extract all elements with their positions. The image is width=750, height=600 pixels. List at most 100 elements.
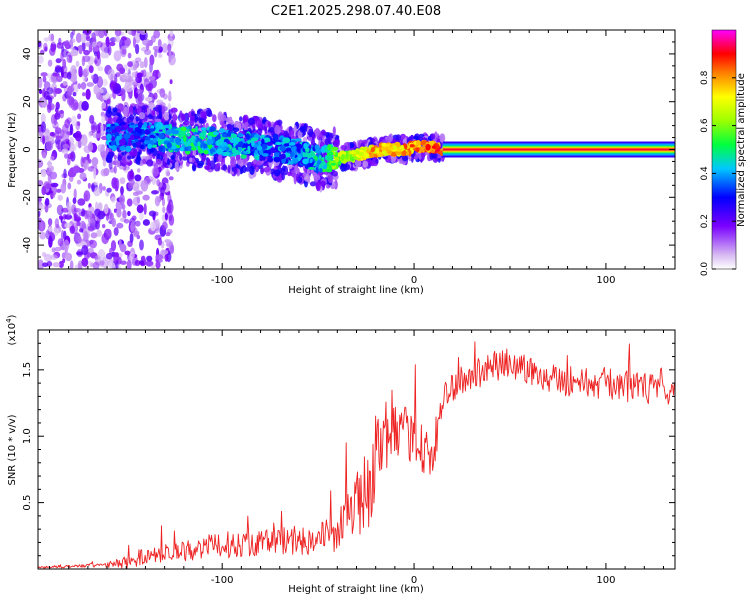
spectrogram-cell — [113, 252, 119, 258]
spectrogram-cell — [226, 123, 233, 132]
spectrogram-cell — [117, 155, 122, 161]
colorbar-label: Normalized spectral amplitude — [736, 73, 747, 227]
spectrogram-cell — [136, 72, 143, 79]
spectrogram-cell — [255, 166, 259, 171]
spectrogram-cell — [126, 259, 132, 269]
spectrogram-cell — [191, 111, 195, 117]
spectrogram-cell — [340, 145, 346, 150]
spectrogram-cell — [431, 152, 438, 159]
spectrogram-cell — [147, 143, 153, 149]
colorbar-tick-label: 0.2 — [700, 214, 710, 228]
spectrogram-cell — [126, 198, 133, 207]
spectrogram-cell — [119, 243, 127, 253]
spectrogram-cell — [150, 125, 155, 130]
spectrogram-cell — [168, 90, 172, 100]
spectrogram-cell — [124, 250, 131, 256]
spectrogram-cell — [136, 234, 141, 240]
spectrogram-cell — [149, 128, 155, 132]
spectrogram-cell — [41, 252, 47, 257]
spectrogram-cell — [315, 167, 319, 174]
spectrogram-cell — [80, 82, 87, 90]
spectrogram-cell — [78, 65, 83, 78]
colorbar-tick-label: 0.6 — [700, 118, 710, 133]
spectrogram-cell — [206, 159, 211, 165]
spectrogram-cell — [105, 252, 113, 260]
spectrogram-cell — [38, 159, 44, 168]
spectrogram-cell — [330, 183, 335, 190]
spectrogram-cell — [332, 126, 336, 136]
spectrogram-cell — [56, 42, 64, 49]
spectrogram-cell — [137, 128, 143, 134]
spectrogram-cell — [165, 130, 172, 135]
spectrogram-cell — [142, 158, 147, 165]
spectrogram-cell — [82, 68, 89, 78]
spectrogram-cell — [154, 195, 161, 207]
spectrogram-cell — [158, 53, 163, 58]
spectrogram-cell — [146, 159, 154, 167]
spectrogram-cell — [415, 147, 420, 153]
spectrogram-cell — [223, 151, 230, 156]
spectrogram-cell — [138, 92, 143, 105]
spectrogram-cell — [129, 107, 134, 117]
spectrogram-cell — [46, 102, 52, 114]
spectrogram-cell — [257, 127, 263, 135]
spectrogram-cell — [109, 80, 117, 91]
spectrogram-cell — [138, 260, 144, 265]
spectrogram-cell — [156, 121, 164, 129]
spectrogram-cell — [267, 121, 272, 128]
spectrogram-cell — [129, 251, 135, 260]
spectrogram-cell — [52, 72, 60, 77]
spectrogram-cell — [61, 252, 66, 259]
spectrogram-cell — [163, 124, 171, 129]
spectrogram-cell — [345, 152, 349, 160]
spectrogram-cell — [329, 132, 334, 139]
spectrogram-cell — [77, 83, 82, 90]
spectrogram-cell — [219, 114, 227, 122]
spectrogram-cell — [238, 141, 244, 148]
spectrogram-cell — [260, 167, 264, 175]
spectrogram-cell — [209, 126, 216, 133]
spectrogram-cell — [254, 149, 259, 155]
spectrogram-cell — [239, 116, 243, 122]
spectrogram-cell — [109, 41, 116, 47]
spectrogram-cell — [168, 50, 172, 63]
spectrogram-cell — [237, 159, 242, 165]
spectrogram-cell — [151, 110, 156, 115]
spectrogram-cell — [308, 166, 315, 170]
spectrogram-cell — [133, 185, 140, 192]
colorbar-ticks: 0.0 0.2 0.4 0.6 0.8 — [700, 70, 736, 276]
spectrogram-cell — [45, 140, 54, 151]
spectrogram-cell — [67, 85, 73, 97]
spectrogram-cell — [96, 76, 103, 88]
spectrogram-cell — [274, 124, 281, 135]
spectrogram-cell — [47, 59, 53, 67]
spectrogram-cell — [119, 138, 126, 146]
spectrogram-cell — [51, 192, 56, 199]
x-tick-label: 100 — [596, 575, 615, 586]
spectrogram-cell — [162, 206, 166, 213]
spectrogram-cell — [71, 204, 77, 215]
spectrogram-cell — [142, 194, 150, 201]
spectrogram-cell — [230, 157, 237, 168]
spectrogram-cell — [308, 128, 313, 138]
spectrogram-cell — [234, 150, 240, 155]
spectrogram-cell — [87, 217, 95, 224]
spectrogram-cell — [161, 43, 169, 53]
spectrogram-cell — [101, 144, 105, 149]
spectrogram-cell — [121, 36, 127, 41]
spectrogram-cell — [126, 84, 133, 93]
spectrogram-cell — [232, 127, 240, 133]
spectrogram-cell — [295, 143, 301, 149]
spectrogram-cell — [368, 154, 375, 158]
spectrogram-cell — [139, 61, 145, 69]
spectrogram-cell — [81, 55, 86, 67]
spectrogram-cell — [38, 180, 44, 187]
spectrogram-cell — [98, 30, 105, 39]
spectrogram-cell — [167, 43, 172, 52]
spectrogram-cell — [213, 155, 217, 163]
spectrogram-cell — [240, 154, 247, 159]
spectrogram-cell — [302, 158, 309, 165]
spectrogram-cell — [335, 156, 340, 163]
spectrogram-cell — [245, 133, 250, 140]
spectrogram-cell — [66, 71, 72, 80]
